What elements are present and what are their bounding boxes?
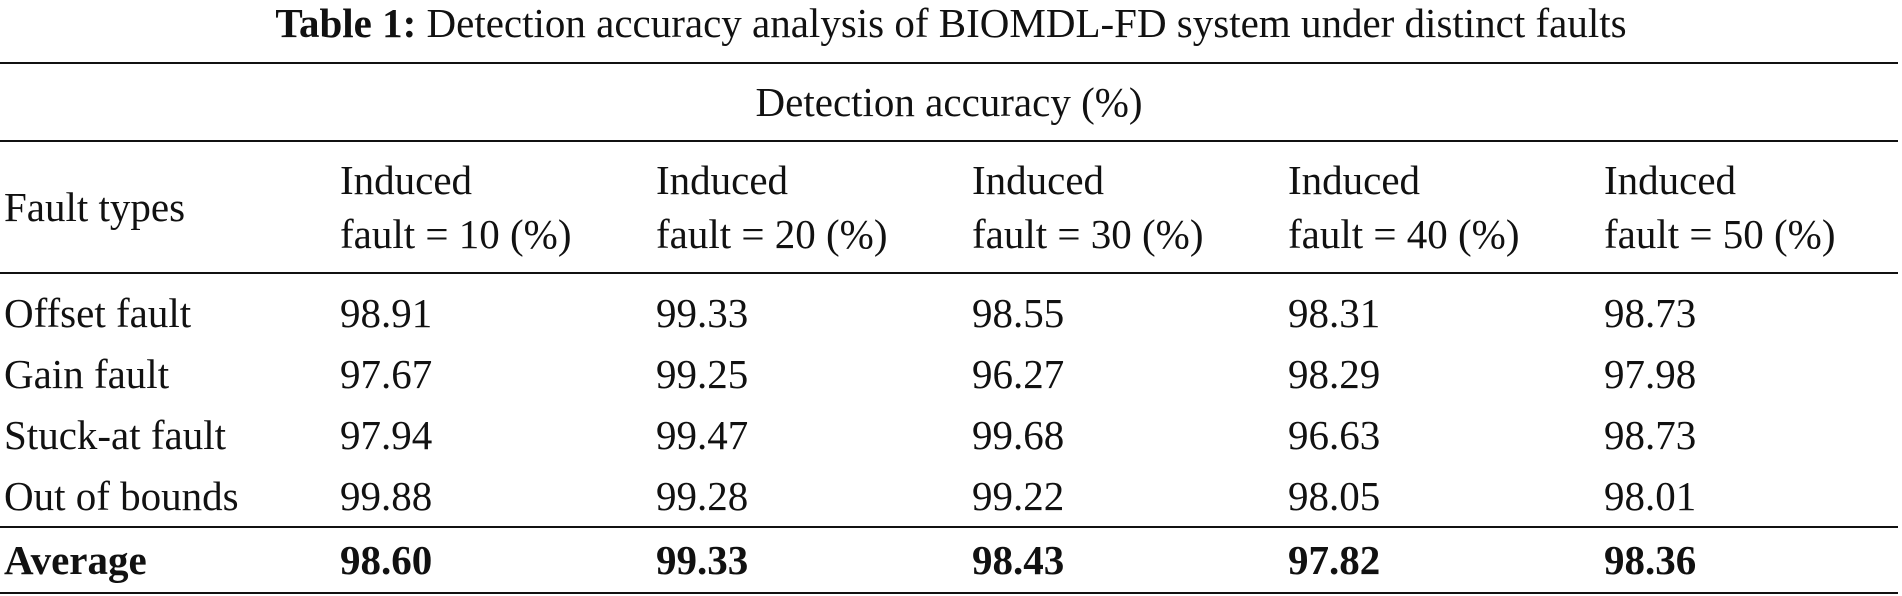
average-label: Average: [0, 526, 336, 594]
table-cell: 97.67: [340, 350, 433, 397]
column-header: Induced fault = 20 (%): [652, 141, 968, 274]
average-cell: 99.33: [652, 526, 968, 594]
column-header-line2: fault = 50 (%): [1604, 211, 1836, 257]
row-label: Offset fault: [4, 289, 192, 336]
table-cell: 99.47: [656, 411, 749, 458]
table-cell: 96.63: [1288, 411, 1381, 458]
average-cell: 97.82: [1284, 526, 1600, 594]
column-header-line1: Induced: [972, 157, 1105, 203]
detection-accuracy-table: Detection accuracy (%) Fault types Induc…: [0, 62, 1899, 594]
row-header: Fault types: [0, 141, 336, 274]
table-row: Gain fault 97.67 99.25 96.27 98.29 97.98: [0, 343, 1898, 404]
row-label: Gain fault: [4, 350, 170, 397]
group-header: Detection accuracy (%): [0, 62, 1899, 142]
group-header-row: Detection accuracy (%): [0, 62, 1899, 142]
table-cell: 98.31: [1288, 289, 1381, 336]
column-header: Induced fault = 40 (%): [1284, 141, 1600, 274]
table-cell: 98.01: [1604, 472, 1697, 519]
average-cell: 98.36: [1600, 526, 1899, 594]
table-cell: 99.68: [972, 411, 1065, 458]
table-cell: 97.94: [340, 411, 433, 458]
table-cell: 99.22: [972, 472, 1065, 519]
column-header-line1: Induced: [656, 157, 789, 203]
table-cell: 98.05: [1288, 472, 1381, 519]
table-row: Stuck-at fault 97.94 99.47 99.68 96.63 9…: [0, 404, 1898, 465]
column-header-line2: fault = 30 (%): [972, 211, 1204, 257]
column-header-row: Fault types Induced fault = 10 (%) Induc…: [0, 141, 1899, 274]
column-header: Induced fault = 10 (%): [336, 141, 652, 274]
caption-text: Detection accuracy analysis of BIOMDL-FD…: [426, 0, 1627, 46]
column-header: Induced fault = 50 (%): [1600, 141, 1899, 274]
caption-label: Table 1:: [275, 0, 417, 46]
table-cell: 99.88: [340, 472, 433, 519]
column-header-line2: fault = 10 (%): [340, 211, 572, 257]
table-cell: 99.25: [656, 350, 749, 397]
column-header-line1: Induced: [1288, 157, 1421, 203]
table-caption: Table 1: Detection accuracy analysis of …: [0, 0, 1902, 58]
table-cell: 98.73: [1604, 289, 1697, 336]
column-header-line1: Induced: [340, 157, 473, 203]
table-cell: 98.91: [340, 289, 433, 336]
row-label: Out of bounds: [4, 472, 239, 519]
table-cell: 98.73: [1604, 411, 1697, 458]
table-cell: 98.55: [972, 289, 1065, 336]
table-cell: 99.28: [656, 472, 749, 519]
column-header-line2: fault = 20 (%): [656, 211, 888, 257]
table-cell: 99.33: [656, 289, 749, 336]
table-cell: 97.98: [1604, 350, 1697, 397]
column-header: Induced fault = 30 (%): [968, 141, 1284, 274]
table-row: Offset fault 98.91 99.33 98.55 98.31 98.…: [0, 273, 1898, 343]
row-label: Stuck-at fault: [4, 411, 227, 458]
average-cell: 98.60: [336, 526, 652, 594]
table-row: Out of bounds 99.88 99.28 99.22 98.05 98…: [0, 465, 1898, 527]
table-cell: 96.27: [972, 350, 1065, 397]
column-header-line2: fault = 40 (%): [1288, 211, 1520, 257]
average-row: Average 98.60 99.33 98.43 97.82 98.36: [0, 526, 1899, 594]
average-cell: 98.43: [968, 526, 1284, 594]
column-header-line1: Induced: [1604, 157, 1737, 203]
table-cell: 98.29: [1288, 350, 1381, 397]
